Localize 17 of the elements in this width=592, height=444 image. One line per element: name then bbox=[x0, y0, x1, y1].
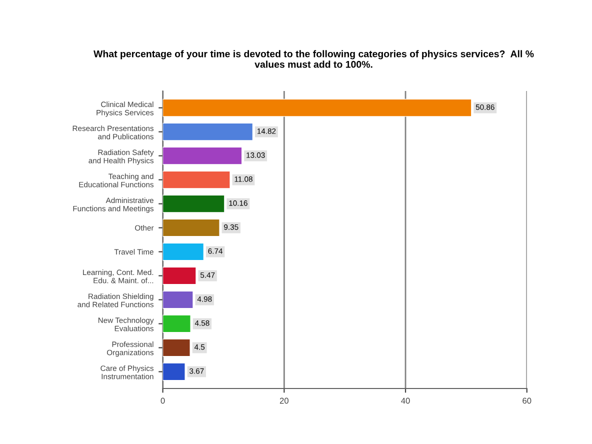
bar bbox=[162, 338, 190, 357]
bar bbox=[162, 266, 196, 285]
chart-title: What percentage of your time is devoted to the following categories of physics services? All % values must add to 100%. bbox=[94, 50, 534, 68]
x-tick-label: 0 bbox=[160, 398, 165, 404]
bar bbox=[162, 98, 472, 117]
x-tick-label: 60 bbox=[522, 398, 532, 404]
bar bbox=[162, 362, 186, 381]
bar bbox=[162, 170, 230, 189]
x-tick-label: 20 bbox=[280, 398, 288, 404]
x-tick-label: 40 bbox=[401, 398, 410, 404]
bar bbox=[162, 218, 220, 237]
bar bbox=[162, 242, 204, 261]
bar bbox=[162, 146, 242, 165]
bar bbox=[162, 194, 225, 213]
bar bbox=[162, 122, 254, 141]
bar bbox=[162, 314, 191, 333]
bar bbox=[162, 290, 194, 309]
